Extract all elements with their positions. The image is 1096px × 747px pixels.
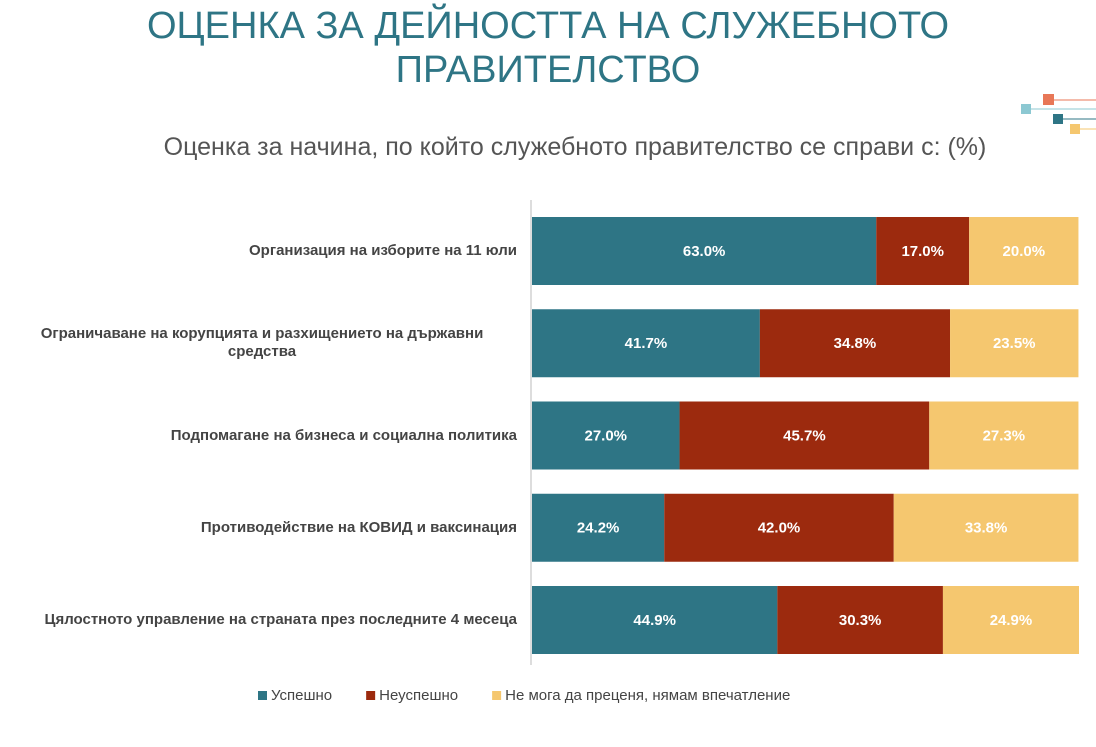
value-label: 42.0% xyxy=(758,520,801,537)
bar-segment xyxy=(532,401,680,470)
category-label-box: Организация на изборите на 11 юли xyxy=(0,217,517,285)
bar-segment xyxy=(532,217,877,285)
value-label: 24.9% xyxy=(990,612,1033,629)
bar-segment xyxy=(929,401,1079,470)
value-label: 23.5% xyxy=(993,335,1036,352)
legend-swatch xyxy=(492,691,502,700)
value-label: 44.9% xyxy=(633,612,676,629)
category-label: Цялостното управление на страната през п… xyxy=(44,611,517,628)
bar-segment xyxy=(876,217,970,285)
legend-swatch xyxy=(366,691,376,700)
value-label: 30.3% xyxy=(839,612,882,629)
decoration xyxy=(1021,94,1096,134)
value-label: 45.7% xyxy=(783,427,826,444)
value-label: 63.0% xyxy=(683,243,726,260)
value-label: 34.8% xyxy=(834,335,877,352)
value-label: 27.0% xyxy=(584,427,627,444)
bar-segment xyxy=(950,309,1079,378)
value-label: 41.7% xyxy=(625,335,668,352)
category-label: Ограничаване на корупцията и разхищениет… xyxy=(40,325,484,361)
bar-segment xyxy=(664,493,894,562)
category-label-box: Цялостното управление на страната през п… xyxy=(0,586,517,654)
value-label: 20.0% xyxy=(1003,243,1046,260)
value-label: 17.0% xyxy=(901,243,944,260)
value-label: 33.8% xyxy=(965,520,1008,537)
bar-segment xyxy=(532,309,760,378)
bar-segment xyxy=(893,493,1079,562)
bar-segment xyxy=(777,586,943,654)
legend-swatch xyxy=(258,691,267,700)
category-label: Противодействие на КОВИД и ваксинация xyxy=(200,518,517,536)
legend-label: Не мога да преценя, нямам впечатление xyxy=(505,687,790,704)
bar-segment xyxy=(942,586,1079,654)
category-label: Подпомагане на бизнеса и социална полити… xyxy=(170,426,517,444)
category-label-box: Противодействие на КОВИД и ваксинация xyxy=(0,494,517,562)
bar-segment xyxy=(532,586,778,654)
legend-label: Неуспешно xyxy=(379,687,458,704)
bar-segment xyxy=(759,309,951,378)
bar-segment xyxy=(969,217,1079,285)
bar-segment xyxy=(679,401,930,470)
value-label: 24.2% xyxy=(577,520,620,537)
value-label: 27.3% xyxy=(983,427,1026,444)
category-label: Организация на изборите на 11 юли xyxy=(249,242,517,259)
category-label-box: Ограничаване на корупцията и разхищениет… xyxy=(0,309,517,377)
legend-label: Успешно xyxy=(271,687,332,704)
category-label-box: Подпомагане на бизнеса и социална полити… xyxy=(0,402,517,470)
subtitle: Оценка за начина, по който служебното пр… xyxy=(163,133,987,161)
bar-segment xyxy=(532,493,665,562)
title: ОЦЕНКА ЗА ДЕЙНОСТТА НА СЛУЖЕБНОТО ПРАВИТ… xyxy=(146,5,950,91)
